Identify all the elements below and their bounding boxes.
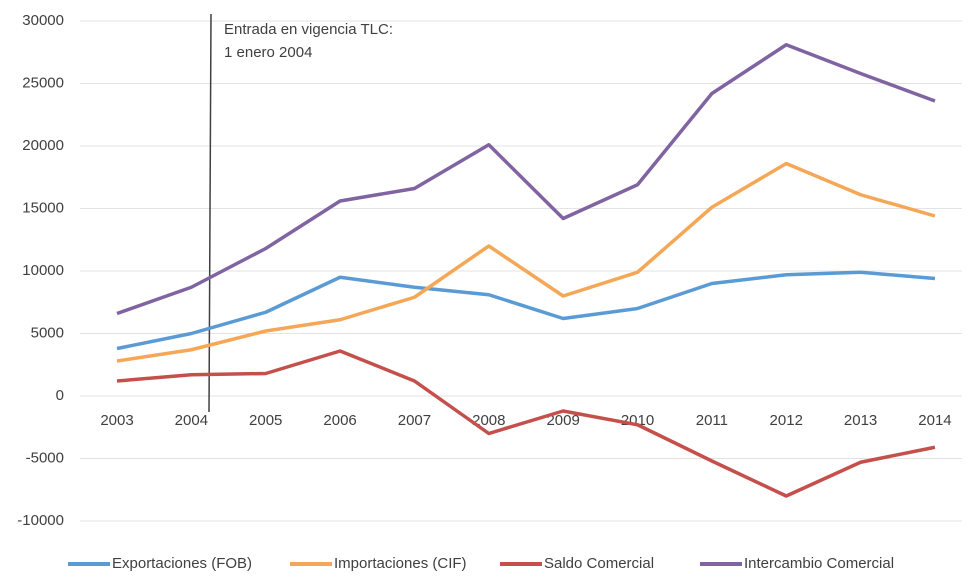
line [116,161,936,363]
y-tick-label: -10000 [17,512,64,529]
y-tick-label: 15000 [22,199,64,216]
x-tick-label: 2009 [546,412,579,429]
legend-label: Exportaciones (FOB) [112,555,252,572]
x-tick-label: 2008 [472,412,505,429]
x-tick-label: 2013 [844,412,877,429]
x-tick-label: 2012 [770,412,803,429]
x-tick-label: 2006 [323,412,356,429]
x-tick-label: 2004 [175,412,208,429]
y-tick-label: 20000 [22,137,64,154]
legend-label: Saldo Comercial [544,555,654,572]
y-tick-label: 0 [56,387,64,404]
legend-label: Intercambio Comercial [744,555,894,572]
line [116,43,936,316]
x-tick-label: 2014 [918,412,951,429]
legend-label: Importaciones (CIF) [334,555,467,572]
annotation-line [208,13,212,413]
y-tick-label: -5000 [26,449,64,466]
line [116,349,936,498]
annotation: 1 enero 2004 [224,44,312,61]
annotation: Entrada en vigencia TLC: [224,21,393,38]
y-tick-label: 30000 [22,12,64,29]
x-tick-label: 2005 [249,412,282,429]
y-tick-label: 25000 [22,74,64,91]
line [116,270,936,351]
y-tick-label: 10000 [22,262,64,279]
x-tick-label: 2011 [696,412,728,429]
x-tick-label: 2007 [398,412,431,429]
y-tick-label: 5000 [31,324,64,341]
x-tick-label: 2003 [100,412,133,429]
